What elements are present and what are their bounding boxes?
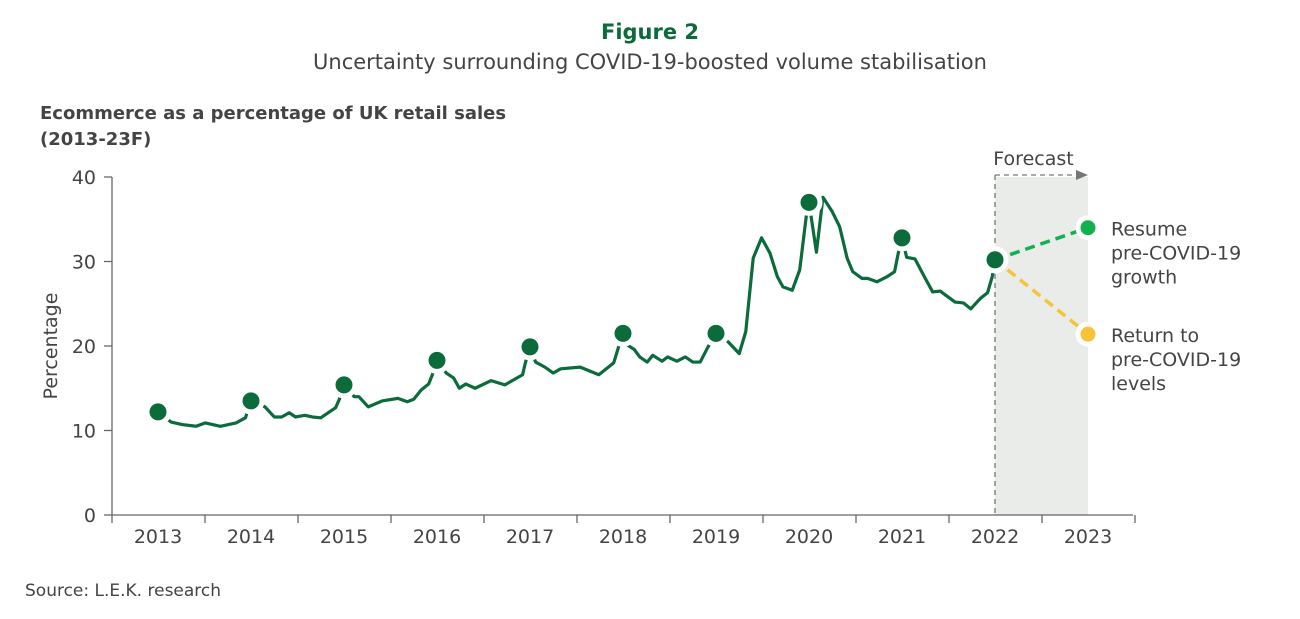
annual-marker [330,371,358,399]
forecast-arrow-head-icon [1076,170,1088,180]
y-tick-label: 30 [72,252,96,274]
x-tick-label: 2016 [413,526,461,548]
annual-marker [981,246,1009,274]
chart-title-line-1: Ecommerce as a percentage of UK retail s… [40,103,507,124]
y-tick-label: 20 [72,336,96,358]
x-tick-label: 2020 [785,526,833,548]
scenario-marker-resume [1075,215,1101,241]
annual-marker [702,319,730,347]
forecast-label: Forecast [993,148,1073,170]
scenario-marker-return [1075,321,1101,347]
scenario-line-resume [994,226,1089,262]
scenario-label-return: levels [1111,373,1166,395]
figure-label: Figure 2 [600,20,700,44]
y-axis-label: Percentage [40,293,62,400]
chart-title-line-2: (2013-23F) [40,129,152,150]
series-line [157,195,997,428]
x-tick-label: 2017 [506,526,554,548]
annual-marker [609,319,637,347]
annual-marker [144,398,172,426]
scenario-label-resume: Resume [1111,219,1187,241]
x-tick-label: 2015 [320,526,368,548]
chart-title: Ecommerce as a percentage of UK retail s… [40,101,506,153]
y-tick-label: 10 [72,421,96,443]
x-tick-label: 2014 [227,526,275,548]
x-tick-label: 2021 [878,526,926,548]
figure-subtitle: Uncertainty surrounding COVID-19-boosted… [313,50,987,74]
scenario-label-resume: pre-COVID-19 [1111,243,1241,265]
scenario-label-resume: growth [1111,267,1177,289]
x-tick-label: 2019 [692,526,740,548]
annual-marker [888,224,916,252]
annual-marker [795,188,823,216]
scenario-line-return [993,258,1090,336]
scenario-label-return: Return to [1111,325,1199,347]
annual-marker [237,387,265,415]
annual-marker [516,333,544,361]
annual-marker [423,346,451,374]
x-tick-label: 2013 [134,526,182,548]
source-note: Source: L.E.K. research [25,581,222,601]
y-tick-label: 0 [84,505,96,527]
scenario-label-return: pre-COVID-19 [1111,349,1241,371]
forecast-band [995,177,1088,515]
x-tick-label: 2023 [1064,526,1112,548]
x-tick-label: 2022 [971,526,1019,548]
y-tick-label: 40 [72,167,96,189]
x-tick-label: 2018 [599,526,647,548]
